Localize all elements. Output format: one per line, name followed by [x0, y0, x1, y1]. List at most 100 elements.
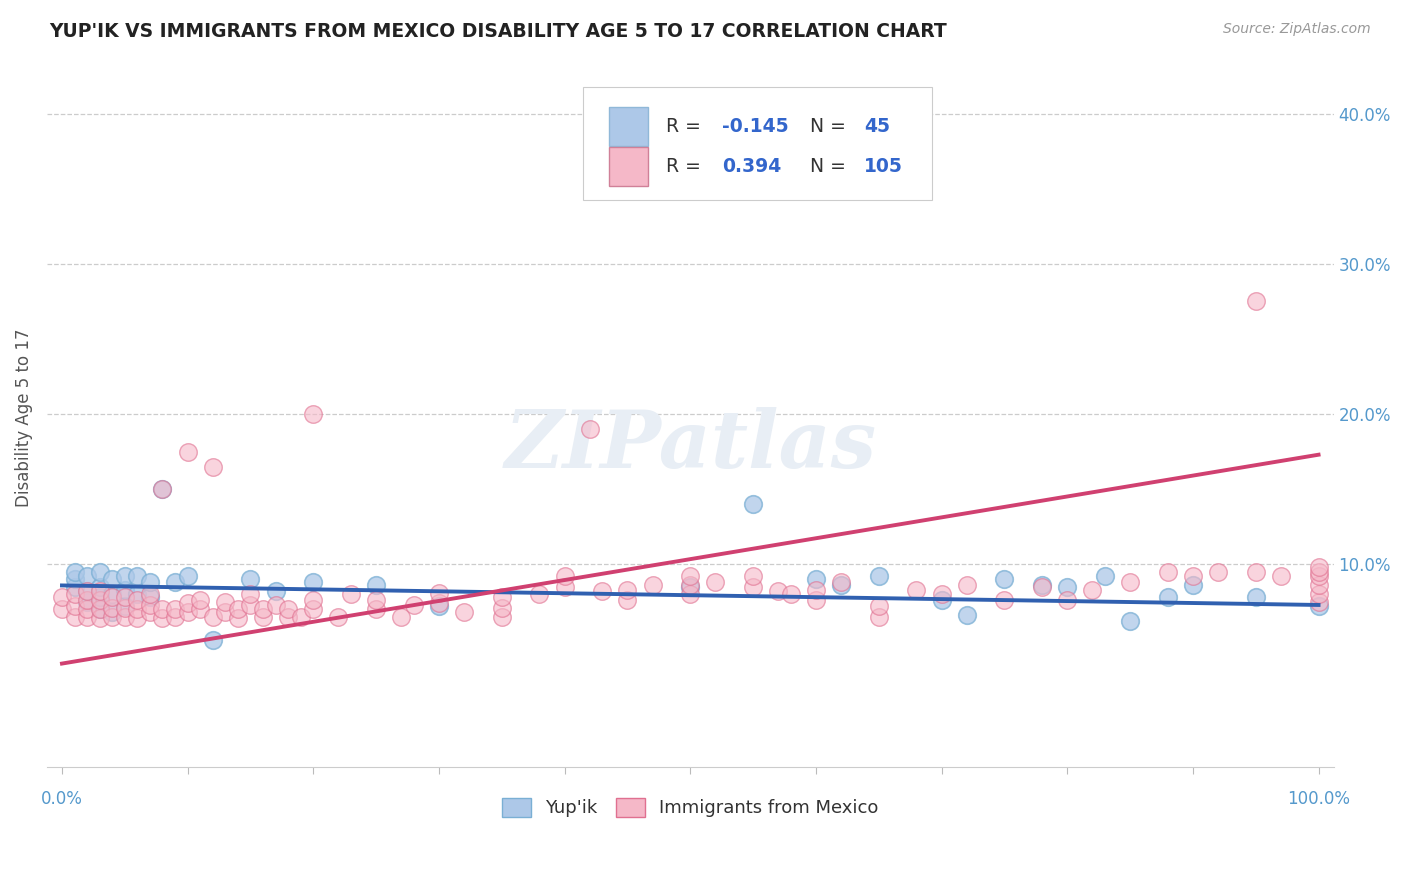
Point	[201, 610, 224, 624]
Point	[529, 587, 551, 601]
Point	[152, 611, 174, 625]
Point	[1244, 565, 1267, 579]
Point	[201, 632, 224, 647]
Point	[76, 610, 98, 624]
Point	[290, 610, 312, 624]
Point	[214, 595, 236, 609]
Point	[1031, 578, 1053, 592]
Point	[152, 602, 174, 616]
Point	[51, 591, 73, 605]
Point	[427, 586, 450, 600]
Point	[366, 593, 388, 607]
Point	[63, 610, 86, 624]
Point	[176, 569, 198, 583]
Point	[101, 601, 124, 615]
Point	[1094, 569, 1116, 583]
Point	[1181, 569, 1204, 583]
Text: ZIPatlas: ZIPatlas	[505, 407, 876, 484]
Point	[76, 584, 98, 599]
Point	[1157, 565, 1180, 579]
Point	[152, 483, 174, 497]
Point	[188, 602, 211, 616]
Point	[165, 602, 187, 616]
Point	[830, 575, 852, 590]
Point	[491, 591, 513, 605]
Point	[366, 602, 388, 616]
Point	[176, 606, 198, 620]
Point	[152, 483, 174, 497]
Point	[389, 610, 412, 624]
Point	[1308, 595, 1330, 609]
Point	[1181, 578, 1204, 592]
Point	[127, 602, 149, 616]
Text: R =: R =	[666, 157, 713, 176]
Point	[768, 584, 790, 599]
Point	[89, 602, 111, 616]
Point	[76, 595, 98, 609]
Point	[993, 593, 1015, 607]
Point	[165, 610, 187, 624]
Point	[340, 587, 363, 601]
Point	[63, 580, 86, 594]
Point	[742, 569, 765, 583]
Point	[1308, 578, 1330, 592]
Point	[101, 610, 124, 624]
Point	[89, 580, 111, 594]
Point	[252, 602, 274, 616]
Point	[127, 611, 149, 625]
Point	[76, 602, 98, 616]
Point	[101, 606, 124, 620]
FancyBboxPatch shape	[583, 87, 932, 200]
Point	[830, 578, 852, 592]
Point	[679, 578, 702, 592]
Point	[114, 610, 136, 624]
Point	[89, 591, 111, 605]
Point	[101, 587, 124, 601]
FancyBboxPatch shape	[609, 107, 648, 145]
Point	[139, 591, 162, 605]
Point	[1157, 591, 1180, 605]
Point	[1244, 294, 1267, 309]
Point	[139, 575, 162, 590]
Point	[641, 578, 664, 592]
Point	[1119, 615, 1142, 629]
Point	[76, 593, 98, 607]
Point	[302, 407, 325, 421]
Point	[1081, 582, 1104, 597]
Point	[1308, 599, 1330, 614]
Point	[591, 584, 613, 599]
Point	[201, 459, 224, 474]
Point	[127, 593, 149, 607]
Point	[804, 582, 827, 597]
Point	[114, 591, 136, 605]
Point	[89, 584, 111, 599]
Point	[76, 569, 98, 583]
Point	[679, 580, 702, 594]
Point	[1206, 565, 1229, 579]
Point	[427, 597, 450, 611]
Point	[554, 580, 576, 594]
Y-axis label: Disability Age 5 to 17: Disability Age 5 to 17	[15, 328, 32, 508]
Point	[302, 593, 325, 607]
Point	[993, 573, 1015, 587]
Point	[804, 573, 827, 587]
Point	[931, 593, 953, 607]
Point	[1308, 569, 1330, 583]
Point	[139, 598, 162, 612]
Point	[491, 610, 513, 624]
Point	[63, 587, 86, 601]
Point	[1031, 580, 1053, 594]
Point	[1308, 587, 1330, 601]
Point	[366, 578, 388, 592]
Point	[804, 593, 827, 607]
Point	[239, 573, 262, 587]
Legend: Yup'ik, Immigrants from Mexico: Yup'ik, Immigrants from Mexico	[495, 791, 886, 824]
Point	[264, 598, 287, 612]
Point	[1308, 560, 1330, 574]
Point	[89, 611, 111, 625]
Point	[127, 569, 149, 583]
Point	[63, 573, 86, 587]
Point	[214, 606, 236, 620]
Point	[868, 569, 890, 583]
Text: N =: N =	[810, 117, 852, 136]
